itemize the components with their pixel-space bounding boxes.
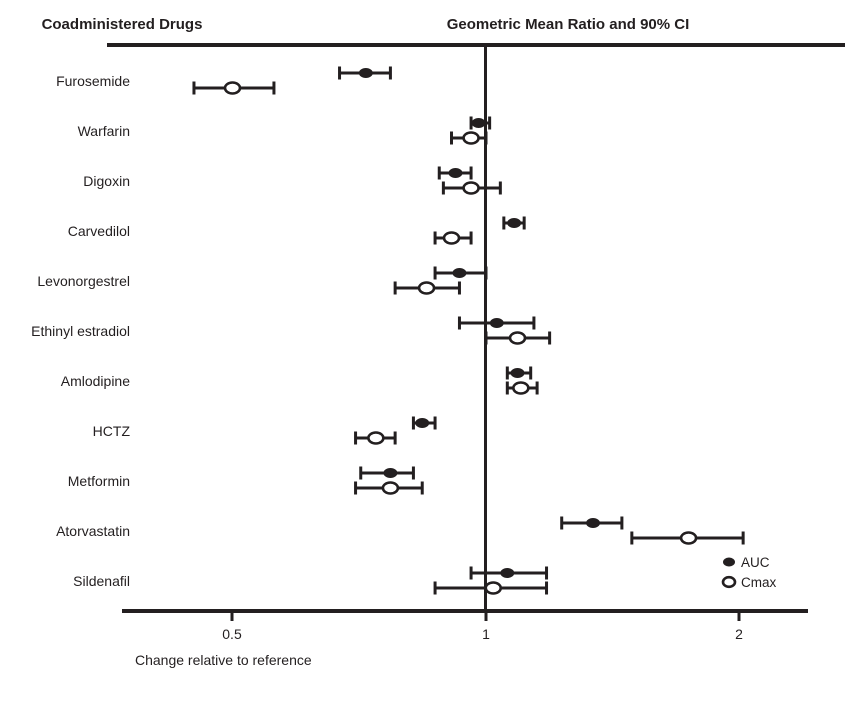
forest-row-atorvastatin: Atorvastatin <box>56 516 745 545</box>
forest-row-carvedilol: Carvedilol <box>68 216 526 245</box>
cmax-marker <box>462 131 480 145</box>
auc-errorbar <box>560 516 624 530</box>
drug-label: Sildenafil <box>73 573 130 589</box>
cmax-errorbar <box>505 381 539 395</box>
drug-label: Metformin <box>68 473 130 489</box>
tick-0p5 <box>230 613 234 621</box>
cmax-errorbar <box>450 131 488 145</box>
auc-errorbar <box>469 566 549 580</box>
cmax-marker <box>508 331 527 345</box>
auc-errorbar <box>505 366 533 380</box>
auc-legend-marker-icon <box>723 557 735 567</box>
drug-label: Atorvastatin <box>56 523 130 539</box>
cmax-marker <box>223 81 242 95</box>
cmax-errorbar <box>354 481 424 495</box>
cmax-marker <box>679 531 698 545</box>
forest-row-metformin: Metformin <box>68 466 424 495</box>
forest-row-warfarin: Warfarin <box>78 116 492 145</box>
tick-label-2: 2 <box>735 626 743 642</box>
forest-row-sildenafil: Sildenafil <box>73 566 549 595</box>
drug-label: Warfarin <box>78 123 130 139</box>
auc-errorbar <box>411 416 437 430</box>
auc-marker <box>471 118 486 128</box>
cmax-marker <box>512 381 530 395</box>
auc-marker <box>358 68 373 78</box>
forest-row-ethinyl-estradiol: Ethinyl estradiol <box>31 316 552 345</box>
auc-marker <box>507 218 522 228</box>
auc-marker <box>448 168 463 178</box>
reference-line <box>484 43 487 613</box>
column-header-gmr: Geometric Mean Ratio and 90% CI <box>447 16 690 33</box>
auc-marker <box>383 468 398 478</box>
auc-marker <box>489 318 504 328</box>
cmax-errorbar <box>630 531 745 545</box>
drug-label: Amlodipine <box>61 373 130 389</box>
tick-label-1: 1 <box>482 626 490 642</box>
forest-row-furosemide: Furosemide <box>56 66 392 95</box>
drug-label: Digoxin <box>83 173 130 189</box>
cmax-errorbar <box>441 181 502 195</box>
auc-errorbar <box>338 66 392 80</box>
drug-label: Ethinyl estradiol <box>31 323 130 339</box>
cmax-errorbar <box>484 331 552 345</box>
tick-label-0p5: 0.5 <box>222 626 242 642</box>
cmax-marker <box>442 231 461 245</box>
tick-1 <box>484 613 488 621</box>
auc-errorbar <box>502 216 526 230</box>
auc-marker <box>500 568 515 578</box>
drug-label: Levonorgestrel <box>37 273 130 289</box>
auc-errorbar <box>359 466 415 480</box>
auc-errorbar <box>433 266 488 280</box>
cmax-errorbar <box>433 581 549 595</box>
drug-label: Furosemide <box>56 73 130 89</box>
legend-label-auc: AUC <box>741 555 770 570</box>
auc-marker <box>510 368 525 378</box>
x-axis-title: Change relative to reference <box>135 652 312 668</box>
auc-marker <box>452 268 467 278</box>
auc-marker <box>415 418 430 428</box>
forest-row-amlodipine: Amlodipine <box>61 366 539 395</box>
x-axis-ticks <box>230 613 741 621</box>
cmax-marker <box>462 181 480 195</box>
forest-row-hctz: HCTZ <box>93 416 437 445</box>
cmax-marker <box>417 281 436 295</box>
cmax-legend-marker-icon <box>721 575 737 589</box>
drug-label: HCTZ <box>93 423 131 439</box>
forest-row-digoxin: Digoxin <box>83 166 502 195</box>
auc-errorbar <box>457 316 536 330</box>
cmax-marker <box>381 481 400 495</box>
drug-label: Carvedilol <box>68 223 130 239</box>
auc-marker <box>586 518 601 528</box>
forest-row-levonorgestrel: Levonorgestrel <box>37 266 488 295</box>
cmax-errorbar <box>393 281 461 295</box>
auc-errorbar <box>437 166 473 180</box>
legend: AUC Cmax <box>721 555 777 590</box>
column-header-drugs: Coadministered Drugs <box>42 16 203 33</box>
x-axis-line <box>122 609 808 613</box>
cmax-marker <box>367 431 385 445</box>
cmax-errorbar <box>433 231 473 245</box>
cmax-marker <box>484 581 503 595</box>
auc-errorbar <box>469 116 492 130</box>
cmax-errorbar <box>192 81 276 95</box>
tick-2 <box>737 613 741 621</box>
legend-label-cmax: Cmax <box>741 575 777 590</box>
top-rule <box>107 43 845 47</box>
cmax-errorbar <box>354 431 397 445</box>
forest-rows: Furosemide Warfarin Digoxin Carvedilol Levon… <box>31 66 745 595</box>
